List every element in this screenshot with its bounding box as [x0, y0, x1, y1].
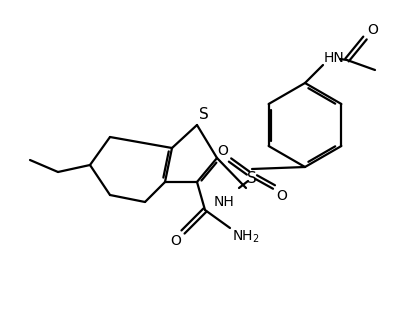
Text: O: O — [217, 144, 228, 158]
Text: O: O — [170, 234, 181, 248]
Text: NH$_2$: NH$_2$ — [232, 229, 260, 245]
Text: HN: HN — [324, 51, 345, 65]
Text: S: S — [247, 171, 257, 186]
Text: NH: NH — [213, 195, 234, 209]
Text: O: O — [367, 23, 378, 37]
Text: O: O — [276, 189, 287, 203]
Text: S: S — [199, 107, 209, 122]
